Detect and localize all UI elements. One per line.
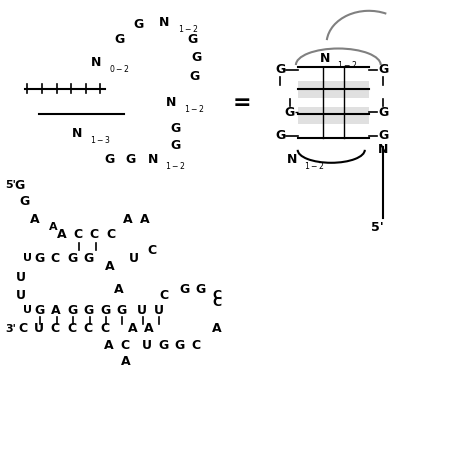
- Text: G: G: [171, 138, 181, 152]
- Text: G: G: [175, 339, 185, 352]
- Text: =: =: [232, 93, 251, 113]
- Text: C: C: [100, 322, 109, 336]
- Text: G: G: [275, 129, 285, 142]
- Text: G: G: [67, 303, 78, 317]
- Text: N: N: [166, 96, 177, 109]
- Text: C: C: [84, 322, 93, 336]
- Text: G: G: [133, 18, 143, 31]
- Text: A: A: [48, 222, 57, 232]
- Text: G: G: [285, 106, 295, 118]
- Text: G: G: [187, 33, 197, 46]
- Text: C: C: [51, 252, 60, 264]
- Text: C: C: [106, 228, 115, 241]
- Text: U: U: [23, 305, 32, 315]
- Text: G: G: [84, 303, 94, 317]
- Text: A: A: [140, 213, 150, 226]
- Text: G: G: [275, 63, 285, 76]
- Text: U: U: [35, 322, 45, 336]
- Text: G: G: [100, 303, 110, 317]
- Text: G: G: [126, 153, 136, 166]
- Text: N: N: [72, 127, 82, 140]
- Text: A: A: [122, 213, 132, 226]
- Text: G: G: [171, 122, 181, 135]
- Text: G: G: [196, 283, 206, 296]
- Text: C: C: [120, 339, 130, 352]
- Text: G: G: [105, 153, 115, 166]
- Text: A: A: [104, 339, 114, 352]
- Text: U: U: [16, 271, 26, 283]
- Text: G: G: [67, 252, 78, 264]
- Bar: [298, 108, 369, 124]
- Text: G: G: [180, 283, 190, 296]
- Text: G: G: [19, 195, 29, 208]
- Text: U: U: [142, 339, 152, 352]
- Text: G: G: [35, 252, 45, 264]
- Text: G: G: [192, 52, 202, 64]
- Text: C: C: [212, 296, 221, 310]
- Text: G: G: [114, 33, 124, 46]
- Text: G: G: [158, 339, 169, 352]
- Text: A: A: [57, 228, 67, 241]
- Text: N: N: [159, 16, 170, 29]
- Text: G: G: [378, 63, 388, 76]
- Text: N: N: [91, 56, 101, 69]
- Text: G: G: [378, 129, 388, 142]
- Text: A: A: [144, 322, 154, 336]
- Text: G: G: [190, 70, 200, 83]
- Text: $_{1-2}$: $_{1-2}$: [184, 104, 204, 116]
- Text: A: A: [51, 303, 61, 317]
- Text: N: N: [147, 153, 158, 166]
- Text: U: U: [23, 253, 32, 263]
- Text: N: N: [378, 143, 389, 156]
- Text: N: N: [319, 53, 330, 65]
- Text: C: C: [191, 339, 201, 352]
- Text: C: C: [159, 290, 168, 302]
- Text: 3': 3': [6, 324, 17, 334]
- Text: G: G: [84, 252, 94, 264]
- Text: C: C: [67, 322, 76, 336]
- Text: 5': 5': [371, 221, 384, 234]
- Text: $_{1-2}$: $_{1-2}$: [337, 60, 358, 72]
- Text: U: U: [137, 303, 147, 317]
- Bar: [298, 82, 369, 98]
- Text: A: A: [212, 322, 222, 336]
- Text: $_{1-2}$: $_{1-2}$: [304, 160, 325, 173]
- Text: A: A: [30, 213, 39, 226]
- Text: N: N: [286, 153, 297, 166]
- Text: $_{1-2}$: $_{1-2}$: [165, 160, 186, 173]
- Text: U: U: [154, 303, 164, 317]
- Text: U: U: [16, 290, 26, 302]
- Text: A: A: [105, 260, 115, 273]
- Text: A: A: [128, 322, 137, 336]
- Text: $_{0-2}$: $_{0-2}$: [109, 64, 129, 76]
- Text: U: U: [128, 252, 138, 264]
- Text: G: G: [35, 303, 45, 317]
- Text: C: C: [212, 290, 221, 302]
- Text: C: C: [51, 322, 60, 336]
- Text: $_{1-3}$: $_{1-3}$: [90, 134, 110, 146]
- Text: C: C: [18, 322, 27, 336]
- Text: A: A: [114, 283, 123, 296]
- Text: A: A: [120, 356, 130, 368]
- Text: C: C: [73, 228, 82, 241]
- Text: $_{1-2}$: $_{1-2}$: [178, 23, 199, 36]
- Text: 5': 5': [5, 180, 16, 190]
- Text: G: G: [15, 179, 25, 191]
- Text: C: C: [90, 228, 99, 241]
- Text: G: G: [117, 303, 127, 317]
- Text: G: G: [378, 106, 388, 118]
- Text: C: C: [147, 244, 156, 257]
